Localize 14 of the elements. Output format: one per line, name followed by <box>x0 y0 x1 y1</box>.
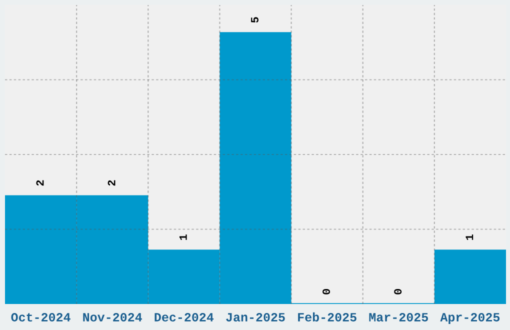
data-label: 0 <box>394 289 402 294</box>
data-label: 2 <box>36 180 44 186</box>
x-tick-label: Jan-2025 <box>226 313 285 322</box>
x-tick-label: Apr-2025 <box>440 313 500 324</box>
data-label: 0 <box>322 289 330 294</box>
x-tick-label: Mar-2025 <box>369 313 428 322</box>
data-label: 2 <box>108 180 116 186</box>
x-tick-label: Nov-2024 <box>83 313 142 322</box>
x-tick-label: Oct-2024 <box>11 313 70 322</box>
data-label: 1 <box>466 234 474 240</box>
x-tick-label: Feb-2025 <box>298 312 356 322</box>
x-tick-label: Dec-2024 <box>154 313 214 322</box>
data-label: 1 <box>179 234 187 240</box>
data-label: 5 <box>251 17 258 23</box>
